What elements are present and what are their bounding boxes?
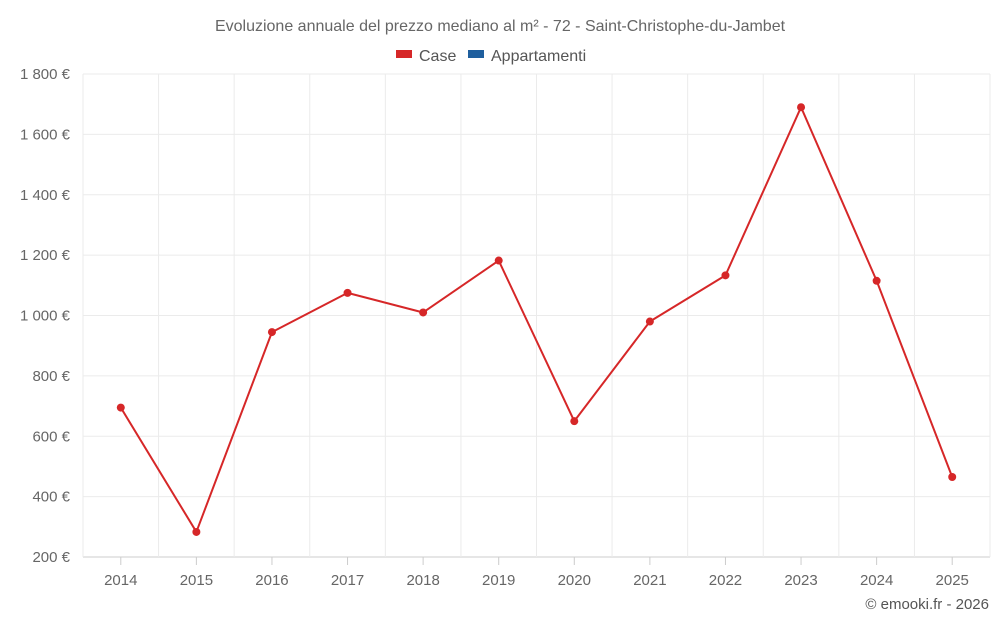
x-tick-label: 2021 (633, 572, 666, 589)
y-tick-label: 600 € (32, 428, 70, 445)
credit-text: © emooki.fr - 2026 (865, 596, 989, 613)
chart-title: Evoluzione annuale del prezzo mediano al… (215, 18, 786, 35)
y-tick-label: 1 200 € (20, 247, 71, 264)
legend-label-appartamenti[interactable]: Appartamenti (491, 48, 586, 65)
y-tick-label: 1 800 € (20, 66, 71, 83)
data-point[interactable] (570, 417, 579, 426)
y-tick-label: 800 € (32, 368, 70, 385)
data-point[interactable] (116, 403, 125, 412)
grid (82, 73, 991, 558)
x-tick-label: 2025 (936, 572, 969, 589)
series-line-0 (119, 106, 954, 533)
data-point[interactable] (192, 527, 201, 536)
x-tick-label: 2018 (406, 572, 439, 589)
y-axis: 200 € 400 € 600 € 800 € 1 000 € 1 200 € 1 400 … (20, 66, 71, 566)
x-tick-label: 2014 (104, 572, 137, 589)
legend[interactable]: Case Appartamenti (396, 48, 586, 65)
legend-swatch-appartamenti (468, 50, 484, 58)
data-point[interactable] (267, 328, 276, 337)
legend-swatch-case (396, 50, 412, 58)
x-tick-label: 2022 (709, 572, 742, 589)
y-tick-label: 1 000 € (20, 308, 71, 325)
data-point[interactable] (721, 271, 730, 280)
y-tick-label: 200 € (32, 549, 70, 566)
x-tick-label: 2020 (558, 572, 591, 589)
x-tick-label: 2016 (255, 572, 288, 589)
data-point[interactable] (872, 276, 881, 285)
x-axis: 2014 2015 2016 2017 2018 2019 2020 2021 2022 2023… (104, 557, 969, 589)
data-point[interactable] (645, 317, 654, 326)
x-tick-label: 2024 (860, 572, 893, 589)
y-tick-label: 400 € (32, 489, 70, 506)
data-point[interactable] (948, 473, 957, 482)
data-point[interactable] (797, 103, 806, 112)
y-tick-label: 1 400 € (20, 187, 71, 204)
y-tick-label: 1 600 € (20, 126, 71, 143)
x-tick-label: 2019 (482, 572, 515, 589)
x-tick-label: 2023 (784, 572, 817, 589)
series-layer (116, 103, 957, 536)
data-point[interactable] (494, 256, 503, 265)
data-point[interactable] (343, 288, 352, 297)
x-tick-label: 2017 (331, 572, 364, 589)
data-point[interactable] (419, 308, 428, 317)
x-tick-label: 2015 (180, 572, 213, 589)
legend-label-case[interactable]: Case (419, 48, 456, 65)
